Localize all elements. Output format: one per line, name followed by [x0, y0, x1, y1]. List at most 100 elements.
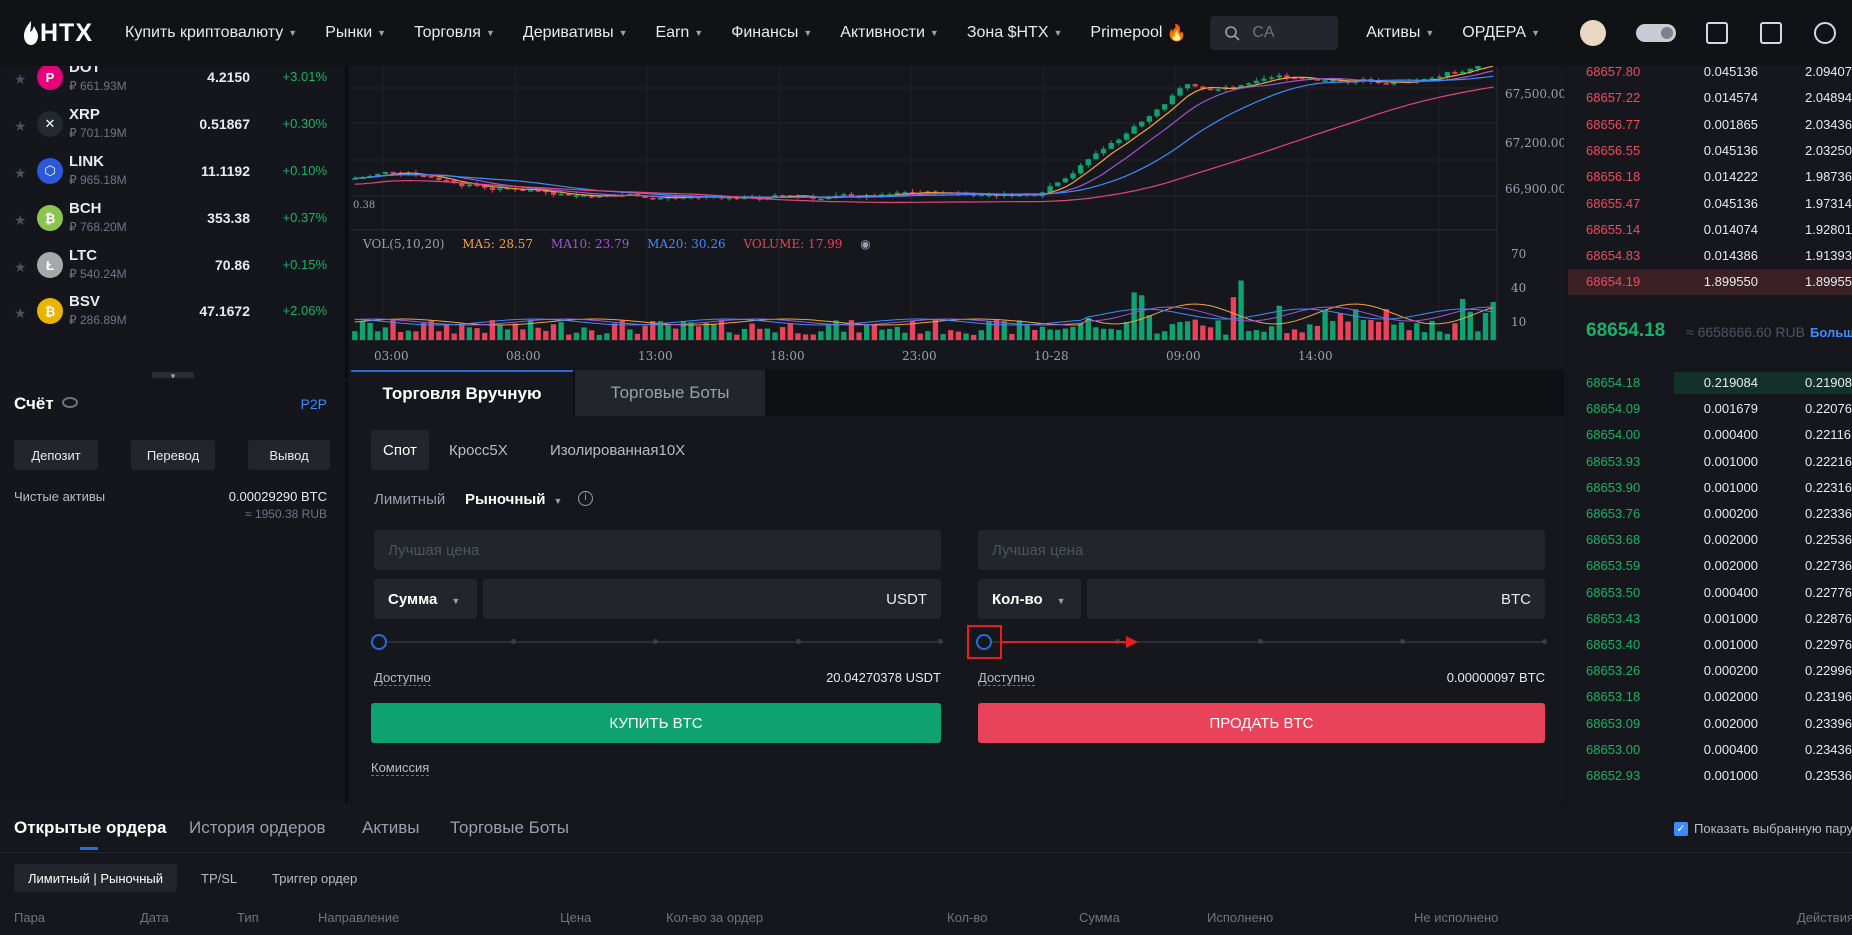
tab-open-orders[interactable]: Открытые ордера: [14, 818, 167, 837]
p2p-link[interactable]: P2P: [300, 396, 327, 412]
bid-row[interactable]: 68653.93 0.001000 0.22216: [1568, 449, 1852, 475]
bid-row[interactable]: 68653.59 0.002000 0.22736: [1568, 553, 1852, 579]
ask-row[interactable]: 68656.77 0.001865 2.03436: [1568, 112, 1852, 138]
mode-cross[interactable]: Кросс5X: [449, 441, 508, 459]
nav-item-6[interactable]: Активности ▼: [840, 24, 939, 42]
slider-step-dot[interactable]: [795, 639, 801, 644]
star-icon[interactable]: ★: [14, 118, 27, 134]
nav-orders[interactable]: ОРДЕРА ▼: [1462, 24, 1540, 42]
slider-handle[interactable]: [976, 634, 992, 650]
price-chart[interactable]: 67,500.00 67,200.00 66,900.00 70 40 10 03:00 08…: [351, 66, 1564, 368]
ask-row[interactable]: 68657.22 0.014574 2.04894: [1568, 85, 1852, 111]
buy-btc-button[interactable]: КУПИТЬ BTC: [371, 703, 941, 743]
order-type-market[interactable]: Рыночный ▼: [465, 491, 562, 508]
theme-toggle[interactable]: [1636, 24, 1676, 42]
market-row[interactable]: ★ ⬡ LINK ₽ 965.18M 11.1192 +0.10%: [0, 153, 345, 208]
withdraw-button[interactable]: Вывод: [248, 440, 330, 470]
nav-item-5[interactable]: Финансы ▼: [731, 24, 812, 42]
ask-row[interactable]: 68656.18 0.014222 1.98736: [1568, 164, 1852, 190]
buy-price-field[interactable]: Лучшая цена: [374, 530, 941, 570]
tab-trading-bots[interactable]: Торговые Боты: [575, 370, 765, 416]
slider-step-dot[interactable]: [510, 639, 516, 644]
market-row[interactable]: ★ ₿ BSV ₽ 286.89M 47.1672 +2.06%: [0, 293, 345, 348]
star-icon[interactable]: ★: [14, 165, 27, 181]
star-icon[interactable]: ★: [14, 305, 27, 321]
bid-row[interactable]: 68653.09 0.002000 0.23396: [1568, 711, 1852, 737]
subtab-limit-market[interactable]: Лимитный | Рыночный: [14, 864, 178, 892]
bid-row[interactable]: 68653.18 0.002000 0.23196: [1568, 684, 1852, 710]
download-icon[interactable]: [1760, 22, 1782, 44]
slider-step-dot[interactable]: [1542, 639, 1547, 644]
ask-row[interactable]: 68655.47 0.045136 1.97314: [1568, 191, 1852, 217]
market-row[interactable]: ★ Ł LTC ₽ 540.24M 70.86 +0.15%: [0, 247, 345, 302]
bid-row[interactable]: 68653.76 0.000200 0.22336: [1568, 501, 1852, 527]
ask-row[interactable]: 68654.19 1.899550 1.89955: [1568, 269, 1852, 296]
bid-row[interactable]: 68654.18 0.219084 0.21908: [1568, 370, 1852, 396]
tab-assets[interactable]: Активы: [362, 818, 420, 837]
bid-row[interactable]: 68653.26 0.000200 0.22996: [1568, 658, 1852, 684]
search-input[interactable]: CA: [1210, 16, 1339, 50]
ask-row[interactable]: 68655.14 0.014074 1.92801: [1568, 217, 1852, 243]
slider-step-dot[interactable]: [938, 639, 943, 644]
nav-assets[interactable]: Активы ▼: [1366, 24, 1434, 42]
avatar[interactable]: [1580, 20, 1606, 46]
ask-row[interactable]: 68654.83 0.014386 1.91393: [1568, 243, 1852, 269]
market-row[interactable]: ★ ₿ BCH ₽ 768.20M 353.38 +0.37%: [0, 200, 345, 255]
deposit-button[interactable]: Депозит: [14, 440, 98, 470]
sell-price-field[interactable]: Лучшая цена: [978, 530, 1545, 570]
subtab-trigger[interactable]: Триггер ордер: [272, 870, 358, 886]
star-icon[interactable]: ★: [14, 71, 27, 87]
nav-item-3[interactable]: Деривативы ▼: [523, 24, 628, 42]
buy-slider[interactable]: [371, 634, 943, 650]
nav-item-4[interactable]: Earn ▼: [655, 24, 703, 42]
ask-row[interactable]: 68657.80 0.045136 2.09407: [1568, 66, 1852, 85]
slider-step-dot[interactable]: [1399, 639, 1405, 644]
buy-amount-type-select[interactable]: Сумма ▼: [374, 579, 477, 619]
star-icon[interactable]: ★: [14, 259, 27, 275]
more-link[interactable]: Больше: [1810, 325, 1852, 340]
bid-row[interactable]: 68654.00 0.000400 0.22116: [1568, 422, 1852, 448]
candlestick-chart-svg[interactable]: 67,500.00 67,200.00 66,900.00 70 40 10 03:00 08…: [351, 66, 1564, 368]
bid-row[interactable]: 68653.90 0.001000 0.22316: [1568, 475, 1852, 501]
bid-row[interactable]: 68653.43 0.001000 0.22876: [1568, 606, 1852, 632]
market-row[interactable]: ★ P DOT ₽ 661.93M 4.2150 +3.01%: [0, 66, 345, 114]
settings-icon[interactable]: [1814, 22, 1836, 44]
bid-row[interactable]: 68653.00 0.000400 0.23436: [1568, 737, 1852, 763]
mode-spot[interactable]: Спот: [371, 430, 429, 470]
eye-icon[interactable]: ◉: [860, 237, 871, 251]
tab-order-history[interactable]: История ордеров: [189, 818, 326, 837]
sell-amount-input[interactable]: BTC: [1087, 579, 1545, 619]
nav-item-8[interactable]: Primepool 🔥: [1090, 23, 1186, 43]
htx-logo[interactable]: HTX: [22, 19, 93, 48]
buy-amount-input[interactable]: USDT: [483, 579, 941, 619]
slider-step-dot[interactable]: [653, 639, 658, 644]
subtab-tpsl[interactable]: TP/SL: [201, 870, 238, 886]
show-selected-pair-checkbox[interactable]: ✓: [1674, 822, 1688, 836]
transfer-button[interactable]: Перевод: [131, 440, 215, 470]
tab-trading-bots[interactable]: Торговые Боты: [450, 818, 569, 837]
slider-step-dot[interactable]: [1257, 639, 1263, 644]
ask-row[interactable]: 68656.55 0.045136 2.03250: [1568, 138, 1852, 164]
bid-row[interactable]: 68654.09 0.001679 0.22076: [1568, 396, 1852, 422]
collapse-chevron-icon[interactable]: ▼: [152, 372, 194, 378]
star-icon[interactable]: ★: [14, 212, 27, 228]
sell-amount-type-select[interactable]: Кол-во ▼: [978, 579, 1081, 619]
sell-btc-button[interactable]: ПРОДАТЬ BTC: [978, 703, 1545, 743]
info-icon[interactable]: i: [578, 491, 593, 506]
sell-slider[interactable]: [976, 634, 1547, 650]
bid-row[interactable]: 68652.93 0.001000 0.23536: [1568, 763, 1852, 789]
tab-manual-trading[interactable]: Торговля Вручную: [351, 370, 573, 416]
bid-row[interactable]: 68653.40 0.001000 0.22976: [1568, 632, 1852, 658]
fee-link[interactable]: Комиссия: [371, 760, 430, 776]
nav-item-0[interactable]: Купить криптовалюту ▼: [125, 24, 297, 42]
market-row[interactable]: ★ ✕ XRP ₽ 701.19M 0.51867 +0.30%: [0, 106, 345, 161]
nav-item-1[interactable]: Рынки ▼: [325, 24, 386, 42]
bid-row[interactable]: 68653.50 0.000400 0.22776: [1568, 580, 1852, 606]
eye-icon[interactable]: [62, 397, 78, 408]
slider-handle[interactable]: [371, 634, 387, 650]
order-type-limit[interactable]: Лимитный: [374, 491, 446, 508]
mode-isolated[interactable]: Изолированная10X: [550, 441, 686, 459]
bid-row[interactable]: 68653.68 0.002000 0.22536: [1568, 527, 1852, 553]
nav-item-7[interactable]: Зона $HTX ▼: [967, 24, 1063, 42]
orders-list-icon[interactable]: [1706, 22, 1728, 44]
